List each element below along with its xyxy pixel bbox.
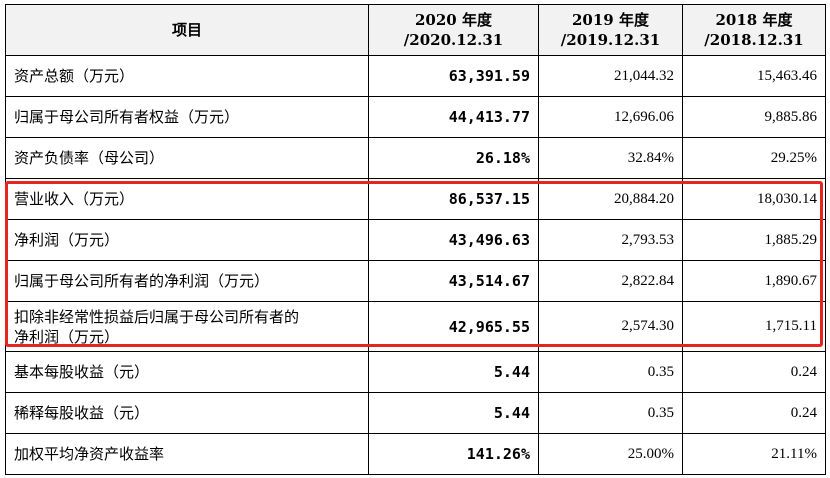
header-item: 项目: [5, 4, 369, 56]
value-2020: 43,496.63: [368, 219, 539, 261]
value-2019: 2,574.30: [538, 301, 683, 352]
table-row: 加权平均净资产收益率 141.26% 25.00% 21.11%: [5, 433, 826, 475]
table-row: 资产负债率（母公司） 26.18% 32.84% 29.25%: [5, 137, 826, 179]
value-2019: 12,696.06: [538, 96, 683, 138]
value-2018: 1,890.67: [682, 260, 826, 302]
row-label-line: 扣除非经常性损益后归属于母公司所有者的: [14, 307, 300, 326]
row-label: 资产负债率（母公司）: [5, 137, 369, 179]
row-label: 归属于母公司所有者权益（万元）: [5, 96, 369, 138]
table-row: 扣除非经常性损益后归属于母公司所有者的 净利润（万元） 42,965.55 2,…: [5, 301, 826, 352]
table-row: 资产总额（万元） 63,391.59 21,044.32 15,463.46: [5, 55, 826, 97]
value-2020: 44,413.77: [368, 96, 539, 138]
value-2019: 0.35: [538, 351, 683, 393]
value-2019: 20,884.20: [538, 178, 683, 220]
value-2020: 141.26%: [368, 433, 539, 475]
header-2019: 2019 年度/2019.12.31: [538, 4, 683, 56]
value-2018: 21.11%: [682, 433, 826, 475]
value-2018: 9,885.86: [682, 96, 826, 138]
value-2020: 5.44: [368, 351, 539, 393]
value-2020: 63,391.59: [368, 55, 539, 97]
value-2019: 2,793.53: [538, 219, 683, 261]
value-2018: 15,463.46: [682, 55, 826, 97]
value-2019: 0.35: [538, 392, 683, 434]
row-label: 净利润（万元）: [5, 219, 369, 261]
value-2018: 18,030.14: [682, 178, 826, 220]
header-2020: 2020 年度/2020.12.31: [368, 4, 539, 56]
row-label: 资产总额（万元）: [5, 55, 369, 97]
table-row: 归属于母公司所有者权益（万元） 44,413.77 12,696.06 9,88…: [5, 96, 826, 138]
value-2020: 42,965.55: [368, 301, 539, 352]
value-2019: 25.00%: [538, 433, 683, 475]
row-label: 基本每股收益（元）: [5, 351, 369, 393]
financial-table: 项目 2020 年度/2020.12.31 2019 年度/2019.12.31…: [5, 4, 826, 475]
value-2019: 2,822.84: [538, 260, 683, 302]
row-label: 营业收入（万元）: [5, 178, 369, 220]
table-row: 稀释每股收益（元） 5.44 0.35 0.24: [5, 392, 826, 434]
value-2018: 1,885.29: [682, 219, 826, 261]
value-2018: 0.24: [682, 392, 826, 434]
row-label: 归属于母公司所有者的净利润（万元）: [5, 260, 369, 302]
table-row: 归属于母公司所有者的净利润（万元） 43,514.67 2,822.84 1,8…: [5, 260, 826, 302]
value-2020: 43,514.67: [368, 260, 539, 302]
value-2018: 1,715.11: [682, 301, 826, 352]
row-label: 稀释每股收益（元）: [5, 392, 369, 434]
value-2020: 26.18%: [368, 137, 539, 179]
row-label: 扣除非经常性损益后归属于母公司所有者的 净利润（万元）: [5, 301, 369, 352]
table-row: 基本每股收益（元） 5.44 0.35 0.24: [5, 351, 826, 393]
row-label-line: 净利润（万元）: [14, 327, 120, 346]
table-row: 营业收入（万元） 86,537.15 20,884.20 18,030.14: [5, 178, 826, 220]
value-2020: 5.44: [368, 392, 539, 434]
value-2018: 0.24: [682, 351, 826, 393]
header-2018: 2018 年度/2018.12.31: [682, 4, 826, 56]
value-2018: 29.25%: [682, 137, 826, 179]
value-2020: 86,537.15: [368, 178, 539, 220]
value-2019: 21,044.32: [538, 55, 683, 97]
row-label: 加权平均净资产收益率: [5, 433, 369, 475]
value-2019: 32.84%: [538, 137, 683, 179]
table-row: 净利润（万元） 43,496.63 2,793.53 1,885.29: [5, 219, 826, 261]
header-row: 项目 2020 年度/2020.12.31 2019 年度/2019.12.31…: [5, 4, 826, 56]
